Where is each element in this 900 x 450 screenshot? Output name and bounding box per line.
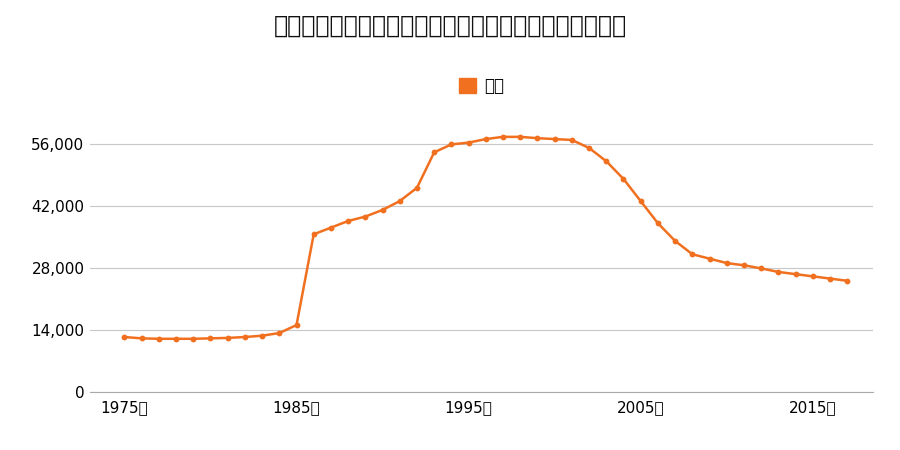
Text: 三重県鈴鹿市南若松町字薬師山１２１４番１の地価推移: 三重県鈴鹿市南若松町字薬師山１２１４番１の地価推移	[274, 14, 626, 37]
Legend: 価格: 価格	[453, 71, 510, 102]
